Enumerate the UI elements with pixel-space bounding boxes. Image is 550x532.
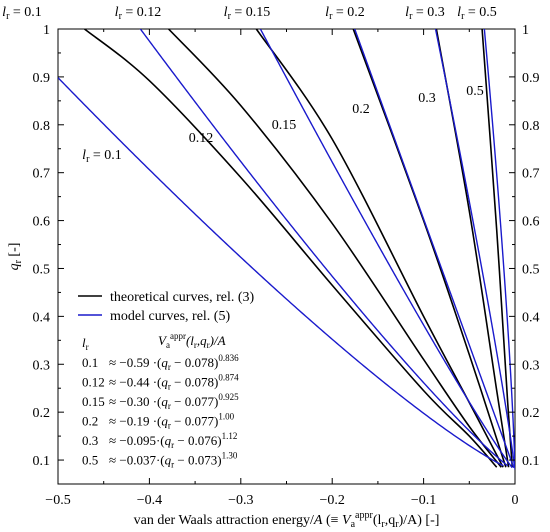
theoretical-curve-lr-0.15 xyxy=(255,29,504,468)
table-header-lr: lr xyxy=(82,335,89,352)
model-curve-lr-0.15 xyxy=(259,29,513,469)
y-tick-label-right: 0.5 xyxy=(522,262,540,277)
legend-label-1: model curves, rel. (5) xyxy=(110,309,230,324)
y-tick-label-right: 0.3 xyxy=(522,358,540,373)
y-tick-label-right: 0.6 xyxy=(522,215,540,230)
x-tick-label: −0.1 xyxy=(411,493,436,508)
x-axis-label: van der Waals attraction energy/A (≡ Vaa… xyxy=(134,510,440,530)
y-tick-label-left: 0.7 xyxy=(33,167,51,182)
y-tick-label-right: 0.2 xyxy=(522,406,540,421)
table-row-formula: ≈ −0.59 ·(qr − 0.078)0.836 xyxy=(109,353,239,372)
model-curve-lr-0.3 xyxy=(434,29,515,468)
legend-label-0: theoretical curves, rel. (3) xyxy=(110,290,255,305)
y-tick-label-left: 0.8 xyxy=(33,119,51,134)
top-label-lr-0.12: lr = 0.12 xyxy=(115,5,162,22)
y-tick-label-right: 0.8 xyxy=(522,119,540,134)
curve-label-0.3: 0.3 xyxy=(418,91,436,106)
curve-label-0.15: 0.15 xyxy=(272,118,297,133)
table-row-lr: 0.5 xyxy=(82,453,98,468)
y-tick-label-right: 0.9 xyxy=(522,71,540,86)
x-tick-label: −0.2 xyxy=(319,493,344,508)
y-tick-label-left: 0.2 xyxy=(33,406,51,421)
table-row-lr: 0.2 xyxy=(82,414,98,429)
curve-label-0.5: 0.5 xyxy=(466,84,484,99)
table-row-formula: ≈ −0.19 ·(qr − 0.077)1.00 xyxy=(109,412,235,431)
y-tick-label-right: 0.4 xyxy=(522,310,540,325)
curve-label-0.12: 0.12 xyxy=(189,131,214,146)
table-row-formula: ≈ −0.30 ·(qr − 0.077)0.925 xyxy=(109,392,239,411)
top-label-lr-0.1: lr = 0.1 xyxy=(2,5,42,22)
theoretical-curve-lr-0.2 xyxy=(352,29,507,468)
y-tick-label-left: 0.5 xyxy=(33,262,51,277)
y-tick-label-left: 0.9 xyxy=(33,71,51,86)
x-tick-label: 0 xyxy=(512,493,519,508)
theoretical-curve-lr-0.12 xyxy=(168,29,502,468)
table-row-lr: 0.15 xyxy=(82,394,105,409)
y-tick-label-left: 0.6 xyxy=(33,215,51,230)
y-tick-label-left: 0.4 xyxy=(33,310,51,325)
curve-label-0.1: lr = 0.1 xyxy=(82,148,122,165)
labels-layer: 0.1 0.1 0.2 0.2 0.3 0.3 0.4 0.4 0.5 0.5 0.6 0.6 0.7 0… xyxy=(2,5,539,530)
legend-layer: theoretical curves, rel. (3) model curves… xyxy=(78,290,255,470)
x-tick-label: −0.5 xyxy=(45,493,70,508)
table-row-formula: ≈ −0.44 ·(qr − 0.078)0.874 xyxy=(109,373,239,392)
theoretical-curve-lr-0.5 xyxy=(481,29,514,468)
y-tick-label-left: 1 xyxy=(43,23,50,38)
x-tick-label: −0.4 xyxy=(137,493,162,508)
theoretical-curve-lr-0.1 xyxy=(84,29,498,468)
top-label-lr-0.2: lr = 0.2 xyxy=(325,5,365,22)
y-tick-label-left: 0.3 xyxy=(33,358,51,373)
y-tick-label-right: 0.1 xyxy=(522,454,540,469)
top-label-lr-0.5: lr = 0.5 xyxy=(457,5,497,22)
table-row-lr: 0.3 xyxy=(82,433,98,448)
table-row-formula: ≈ −0.037·(qr − 0.073)1.30 xyxy=(109,451,238,470)
y-axis-label: qr [-] xyxy=(7,243,24,271)
y-tick-label-right: 1 xyxy=(522,23,529,38)
table-row-lr: 0.1 xyxy=(82,355,98,370)
model-curve-lr-0.2 xyxy=(353,29,515,468)
x-tick-label: −0.3 xyxy=(228,493,253,508)
top-label-lr-0.15: lr = 0.15 xyxy=(224,5,271,22)
table-header-v: Vaappr(lr,qr)/A xyxy=(158,331,226,350)
table-row-lr: 0.12 xyxy=(82,375,105,390)
top-label-lr-0.3: lr = 0.3 xyxy=(405,5,445,22)
y-tick-label-right: 0.7 xyxy=(522,167,540,182)
model-curve-lr-0.5 xyxy=(483,29,515,470)
model-curve-lr-0.1 xyxy=(58,76,504,467)
table-row-formula: ≈ −0.095·(qr − 0.076)1.12 xyxy=(109,431,237,450)
ticks-layer xyxy=(57,28,516,484)
y-tick-label-left: 0.1 xyxy=(33,454,51,469)
curves-layer xyxy=(58,29,515,470)
curve-label-0.2: 0.2 xyxy=(352,102,370,117)
model-curve-lr-0.12 xyxy=(139,29,509,467)
